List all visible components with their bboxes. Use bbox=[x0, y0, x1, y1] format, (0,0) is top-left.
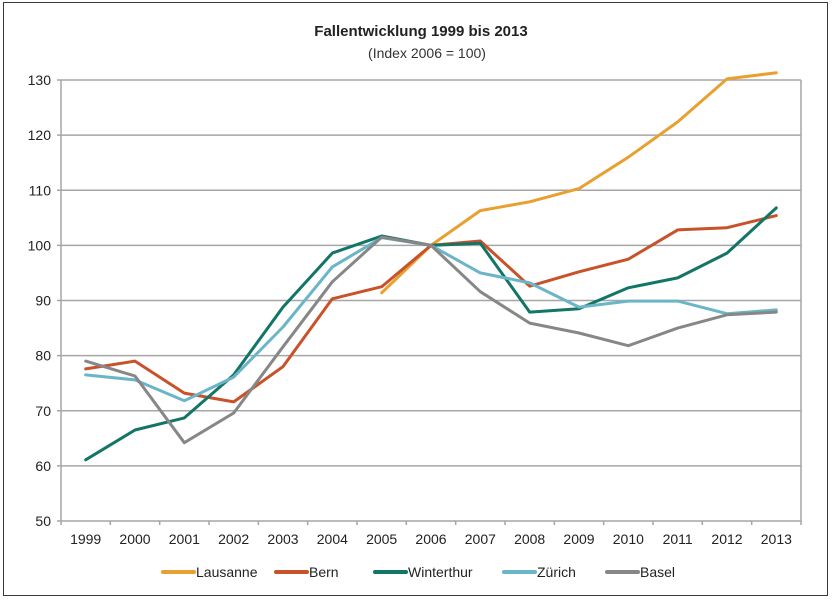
legend-label: Zürich bbox=[537, 564, 576, 580]
x-tick-label: 2004 bbox=[317, 531, 348, 547]
series-line-zurich bbox=[84, 236, 778, 403]
series-lines bbox=[84, 71, 778, 462]
series-line-bern bbox=[84, 214, 778, 404]
legend-label: Basel bbox=[640, 564, 675, 580]
y-tick-label: 90 bbox=[35, 293, 51, 309]
series-line-lausanne bbox=[380, 71, 778, 295]
x-axis-ticks: 1999 2000 2001 2002 2003 2004 2005 2006 2007 2008… bbox=[60, 521, 802, 547]
x-tick-label: 2011 bbox=[663, 531, 693, 547]
y-tick-label: 130 bbox=[28, 72, 52, 88]
x-tick-label: 2007 bbox=[465, 531, 496, 547]
x-tick-label: 2010 bbox=[613, 531, 644, 547]
y-tick-label: 80 bbox=[35, 348, 51, 364]
series-line-basel bbox=[84, 235, 778, 445]
legend-label: Bern bbox=[309, 564, 339, 580]
chart-frame bbox=[3, 2, 828, 596]
x-tick-label: 2001 bbox=[169, 531, 200, 547]
y-tick-label: 120 bbox=[28, 127, 52, 143]
x-tick-label: 2012 bbox=[711, 531, 742, 547]
x-tick-label: 2008 bbox=[514, 531, 545, 547]
x-tick-label: 1999 bbox=[70, 531, 101, 547]
x-tick-label: 2013 bbox=[761, 531, 792, 547]
x-tick-label: 2009 bbox=[563, 531, 594, 547]
y-tick-label: 50 bbox=[35, 513, 51, 529]
y-tick-label: 60 bbox=[35, 458, 51, 474]
y-tick-label: 70 bbox=[35, 403, 51, 419]
y-axis-ticks: 50 60 70 80 90 100 110 120 130 bbox=[28, 72, 61, 529]
chart-subtitle: (Index 2006 = 100) bbox=[368, 45, 486, 61]
x-tick-label: 2005 bbox=[366, 531, 397, 547]
x-tick-label: 2006 bbox=[415, 531, 446, 547]
legend-label: Lausanne bbox=[196, 564, 258, 580]
legend-label: Winterthur bbox=[408, 564, 473, 580]
x-tick-label: 2003 bbox=[267, 531, 298, 547]
y-tick-label: 100 bbox=[28, 237, 52, 253]
legend: Lausanne Bern Winterthur Zürich Basel bbox=[161, 564, 675, 580]
y-tick-label: 110 bbox=[29, 182, 52, 198]
x-tick-label: 2002 bbox=[218, 531, 249, 547]
chart-title: Fallentwicklung 1999 bis 2013 bbox=[314, 23, 527, 40]
x-tick-label: 2000 bbox=[119, 531, 150, 547]
